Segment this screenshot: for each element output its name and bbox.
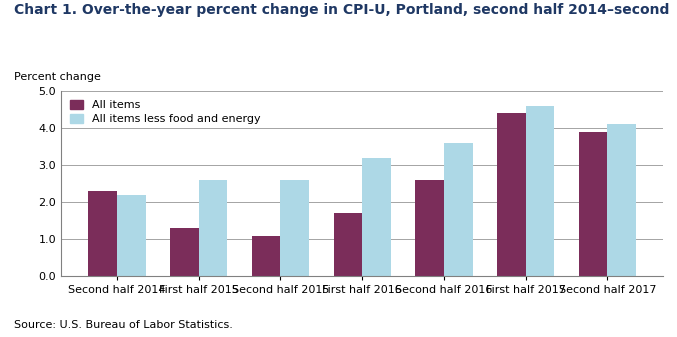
Bar bbox=[170, 228, 198, 276]
Bar bbox=[198, 180, 227, 276]
Bar bbox=[497, 113, 526, 276]
Text: Source: U.S. Bureau of Labor Statistics.: Source: U.S. Bureau of Labor Statistics. bbox=[14, 320, 232, 330]
Bar bbox=[88, 191, 117, 276]
Bar bbox=[362, 158, 391, 276]
Text: Chart 1. Over-the-year percent change in CPI-U, Portland, second half 2014–secon: Chart 1. Over-the-year percent change in… bbox=[14, 3, 677, 18]
Bar bbox=[415, 180, 444, 276]
Bar bbox=[252, 236, 280, 276]
Bar bbox=[526, 106, 554, 276]
Bar bbox=[607, 124, 636, 276]
Bar bbox=[117, 195, 146, 276]
Text: Percent change: Percent change bbox=[14, 72, 100, 83]
Bar bbox=[579, 132, 607, 276]
Bar bbox=[334, 213, 362, 276]
Bar bbox=[444, 143, 473, 276]
Legend: All items, All items less food and energy: All items, All items less food and energ… bbox=[66, 96, 264, 127]
Bar bbox=[280, 180, 309, 276]
